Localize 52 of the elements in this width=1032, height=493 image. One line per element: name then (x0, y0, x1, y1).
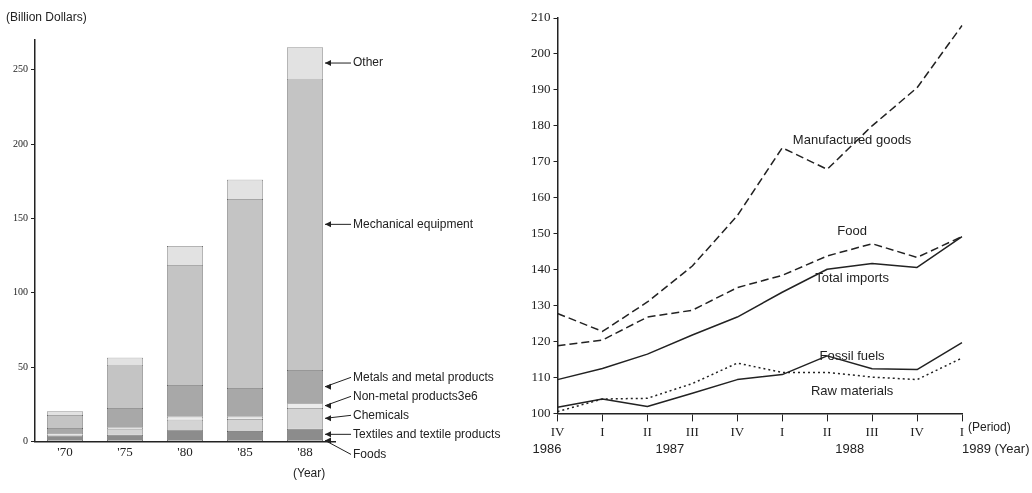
x-tick-label: III (685, 423, 699, 439)
x-tick-label: I (959, 423, 965, 439)
x-tick-label: '80 (177, 443, 193, 459)
text: Foods (353, 446, 387, 461)
y-tick-label: 200 (531, 45, 551, 61)
x-axis-title: (Period) (968, 419, 1011, 434)
y-tick-label: 100 (531, 404, 551, 420)
text: 1986 (532, 441, 562, 457)
y-tick-label: 150 (13, 212, 28, 224)
y-tick-label: 50 (18, 360, 28, 372)
x-tick-label: '85 (237, 443, 253, 459)
y-tick-label: 200 (13, 137, 28, 149)
x-tick-label: III (865, 423, 879, 439)
x-tick-label: '75 (117, 443, 133, 459)
text: Metals and metal products (353, 369, 494, 384)
y-tick-label: 100 (13, 286, 28, 298)
x-tick-label: II (822, 423, 832, 439)
y-tick-label: 160 (531, 189, 551, 205)
y-tick-label: 150 (531, 225, 551, 241)
text: 1989 (Year) (962, 441, 1030, 457)
series-label: Total imports (815, 269, 890, 285)
x-tick-label: IV (730, 423, 745, 439)
text: 1988 (835, 441, 865, 457)
series-label: Raw materials (810, 383, 894, 399)
y-tick-label: 120 (531, 332, 551, 348)
y-tick-label: 0 (23, 435, 28, 447)
y-tick-label: 210 (531, 9, 551, 25)
x-tick-label: I (780, 423, 785, 439)
x-tick-label: I (600, 423, 605, 439)
text: Mechanical equipment (353, 216, 474, 231)
y-tick-label: 130 (531, 296, 551, 312)
x-tick-label: IV (550, 423, 565, 439)
x-tick-label: '88 (297, 443, 313, 459)
text: Non-metal products3e6 (353, 388, 479, 403)
y-tick-label: 110 (531, 368, 551, 384)
series-label: Food (837, 222, 867, 238)
y-tick-label: 170 (531, 153, 551, 169)
y-tick-label: 250 (13, 63, 28, 75)
text: Other (353, 55, 384, 70)
x-tick-label: '70 (57, 443, 73, 459)
text: 1987 (655, 441, 685, 457)
y-tick-label: 190 (531, 81, 551, 97)
text: Chemicals (353, 407, 410, 422)
series-label: Fossil fuels (819, 347, 886, 363)
x-axis-title: (Year) (293, 465, 326, 480)
y-tick-label: 180 (531, 117, 551, 133)
text: Textiles and textile products (353, 426, 501, 441)
y-axis-title: (Billion Dollars) (6, 10, 87, 25)
series-label: Manufactured goods (792, 131, 912, 147)
x-tick-label: IV (910, 423, 925, 439)
y-tick-label: 140 (531, 261, 551, 277)
x-tick-label: II (643, 423, 652, 439)
